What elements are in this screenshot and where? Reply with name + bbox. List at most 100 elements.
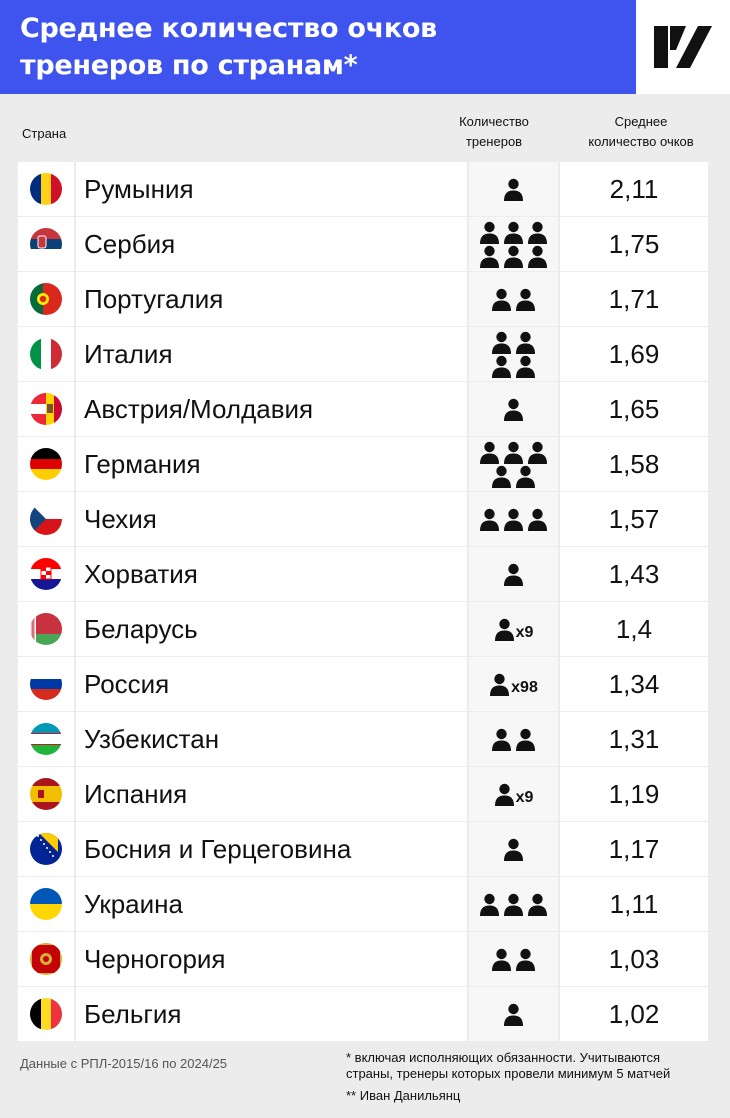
coach-count-cell (469, 437, 558, 491)
country-cell: Черногория (76, 932, 467, 986)
flag-cell (18, 877, 74, 931)
country-cell: Португалия (76, 272, 467, 326)
country-cell: Сербия (76, 217, 467, 271)
coach-person-icon (479, 245, 500, 268)
avg-points-value: 1,69 (608, 339, 660, 369)
avg-points-value: 1,34 (608, 669, 660, 699)
flag-czechia-icon (30, 503, 62, 535)
table-row: Чехия 1,57 (18, 492, 708, 546)
flag-germany-icon (30, 448, 62, 480)
header-count-line-2: тренеров (465, 134, 523, 149)
country-cell: Италия (76, 327, 467, 381)
coach-person-icon (503, 178, 524, 201)
flag-portugal-icon (30, 283, 62, 315)
header-avg-line-1: Среднее (614, 114, 668, 129)
title-banner: Среднее количество очков тренеров по стр… (0, 0, 636, 94)
coach-person-icon (479, 221, 500, 244)
avg-points-value: 1,71 (608, 284, 660, 314)
coach-person-icon (515, 728, 536, 751)
coach-icon-row (479, 441, 548, 464)
coach-person-icon (494, 618, 515, 641)
header-avg-line-2: количество очков (588, 134, 694, 149)
flag-belgium-icon (30, 998, 62, 1030)
footer-source: Данные с РПЛ-2015/16 по 2024/25 (20, 1056, 228, 1071)
country-cell: Украина (76, 877, 467, 931)
avg-points-cell: 1,58 (560, 437, 708, 491)
country-name: Босния и Герцеговина (84, 834, 352, 864)
avg-points-cell: 1,31 (560, 712, 708, 766)
avg-points-value: 1,11 (609, 889, 659, 919)
flag-uzbekistan-icon (30, 723, 62, 755)
flag-cell (18, 217, 74, 271)
country-cell: Россия (76, 657, 467, 711)
flag-cell (18, 437, 74, 491)
avg-points-value: 1,43 (608, 559, 660, 589)
table-row: Хорватия 1,43 (18, 547, 708, 601)
avg-points-value: 1,75 (608, 229, 660, 259)
coach-icon-row (503, 398, 524, 421)
title-line-1: Среднее количество очков (20, 13, 437, 44)
table-row: Босния и Герцеговина 1,17 (18, 822, 708, 876)
country-name: Португалия (84, 284, 224, 314)
avg-points-cell: 1,43 (560, 547, 708, 601)
flag-montenegro-icon (30, 943, 62, 975)
coach-person-icon (503, 398, 524, 421)
avg-points-cell: 1,65 (560, 382, 708, 436)
coach-icon-row (491, 355, 536, 378)
coach-count-cell: x9 (469, 767, 558, 821)
table-row: Украина 1,11 (18, 877, 708, 931)
flag-cell (18, 547, 74, 601)
coach-icon-row (491, 728, 536, 751)
coach-multiplier: x98 (511, 678, 538, 696)
country-cell: Чехия (76, 492, 467, 546)
flag-cell (18, 822, 74, 876)
coach-person-icon (494, 783, 515, 806)
flag-cell (18, 767, 74, 821)
coach-person-icon (503, 563, 524, 586)
coach-count-cell (469, 162, 558, 216)
flag-cell (18, 602, 74, 656)
table-row: Австрия/Молдавия 1,65 (18, 382, 708, 436)
footer-note: * включая исполняющих обязанности. Учиты… (346, 1050, 670, 1082)
coach-icon-row (491, 948, 536, 971)
flag-ukraine-icon (30, 888, 62, 920)
flag-romania-icon (30, 173, 62, 205)
logo (636, 0, 730, 94)
footer-note-line-2: страны, тренеры которых провели минимум … (346, 1066, 671, 1081)
flag-cell (18, 162, 74, 216)
table-row: Румыния 2,11 (18, 162, 708, 216)
coach-person-icon (491, 355, 512, 378)
coach-icon-row (479, 221, 548, 244)
coach-icon-row: x98 (489, 673, 538, 696)
coach-count-cell (469, 382, 558, 436)
country-cell: Германия (76, 437, 467, 491)
coach-count-cell (469, 877, 558, 931)
coach-person-icon (515, 948, 536, 971)
header-count-line-1: Количество (459, 114, 529, 129)
coach-person-icon (479, 441, 500, 464)
flag-cell (18, 657, 74, 711)
avg-points-value: 1,03 (608, 944, 660, 974)
country-cell: Хорватия (76, 547, 467, 601)
coach-person-icon (491, 288, 512, 311)
country-name: Сербия (84, 229, 176, 259)
header-country: Страна (22, 126, 67, 141)
country-cell: Узбекистан (76, 712, 467, 766)
avg-points-value: 1,02 (608, 999, 660, 1029)
avg-points-value: 1,4 (615, 614, 653, 644)
coach-multiplier: x9 (515, 623, 534, 641)
country-cell: Босния и Герцеговина (76, 822, 467, 876)
coach-count-cell (469, 272, 558, 326)
country-name: Испания (84, 779, 188, 809)
coach-person-icon (503, 1003, 524, 1026)
flag-croatia-icon (30, 558, 62, 590)
coach-person-icon (491, 948, 512, 971)
avg-points-cell: 1,19 (560, 767, 708, 821)
coach-person-icon (527, 508, 548, 531)
coach-person-icon (527, 221, 548, 244)
country-name: Италия (84, 339, 173, 369)
coach-person-icon (491, 728, 512, 751)
coach-count-cell (469, 712, 558, 766)
avg-points-value: 1,31 (608, 724, 660, 754)
avg-points-cell: 1,02 (560, 987, 708, 1041)
